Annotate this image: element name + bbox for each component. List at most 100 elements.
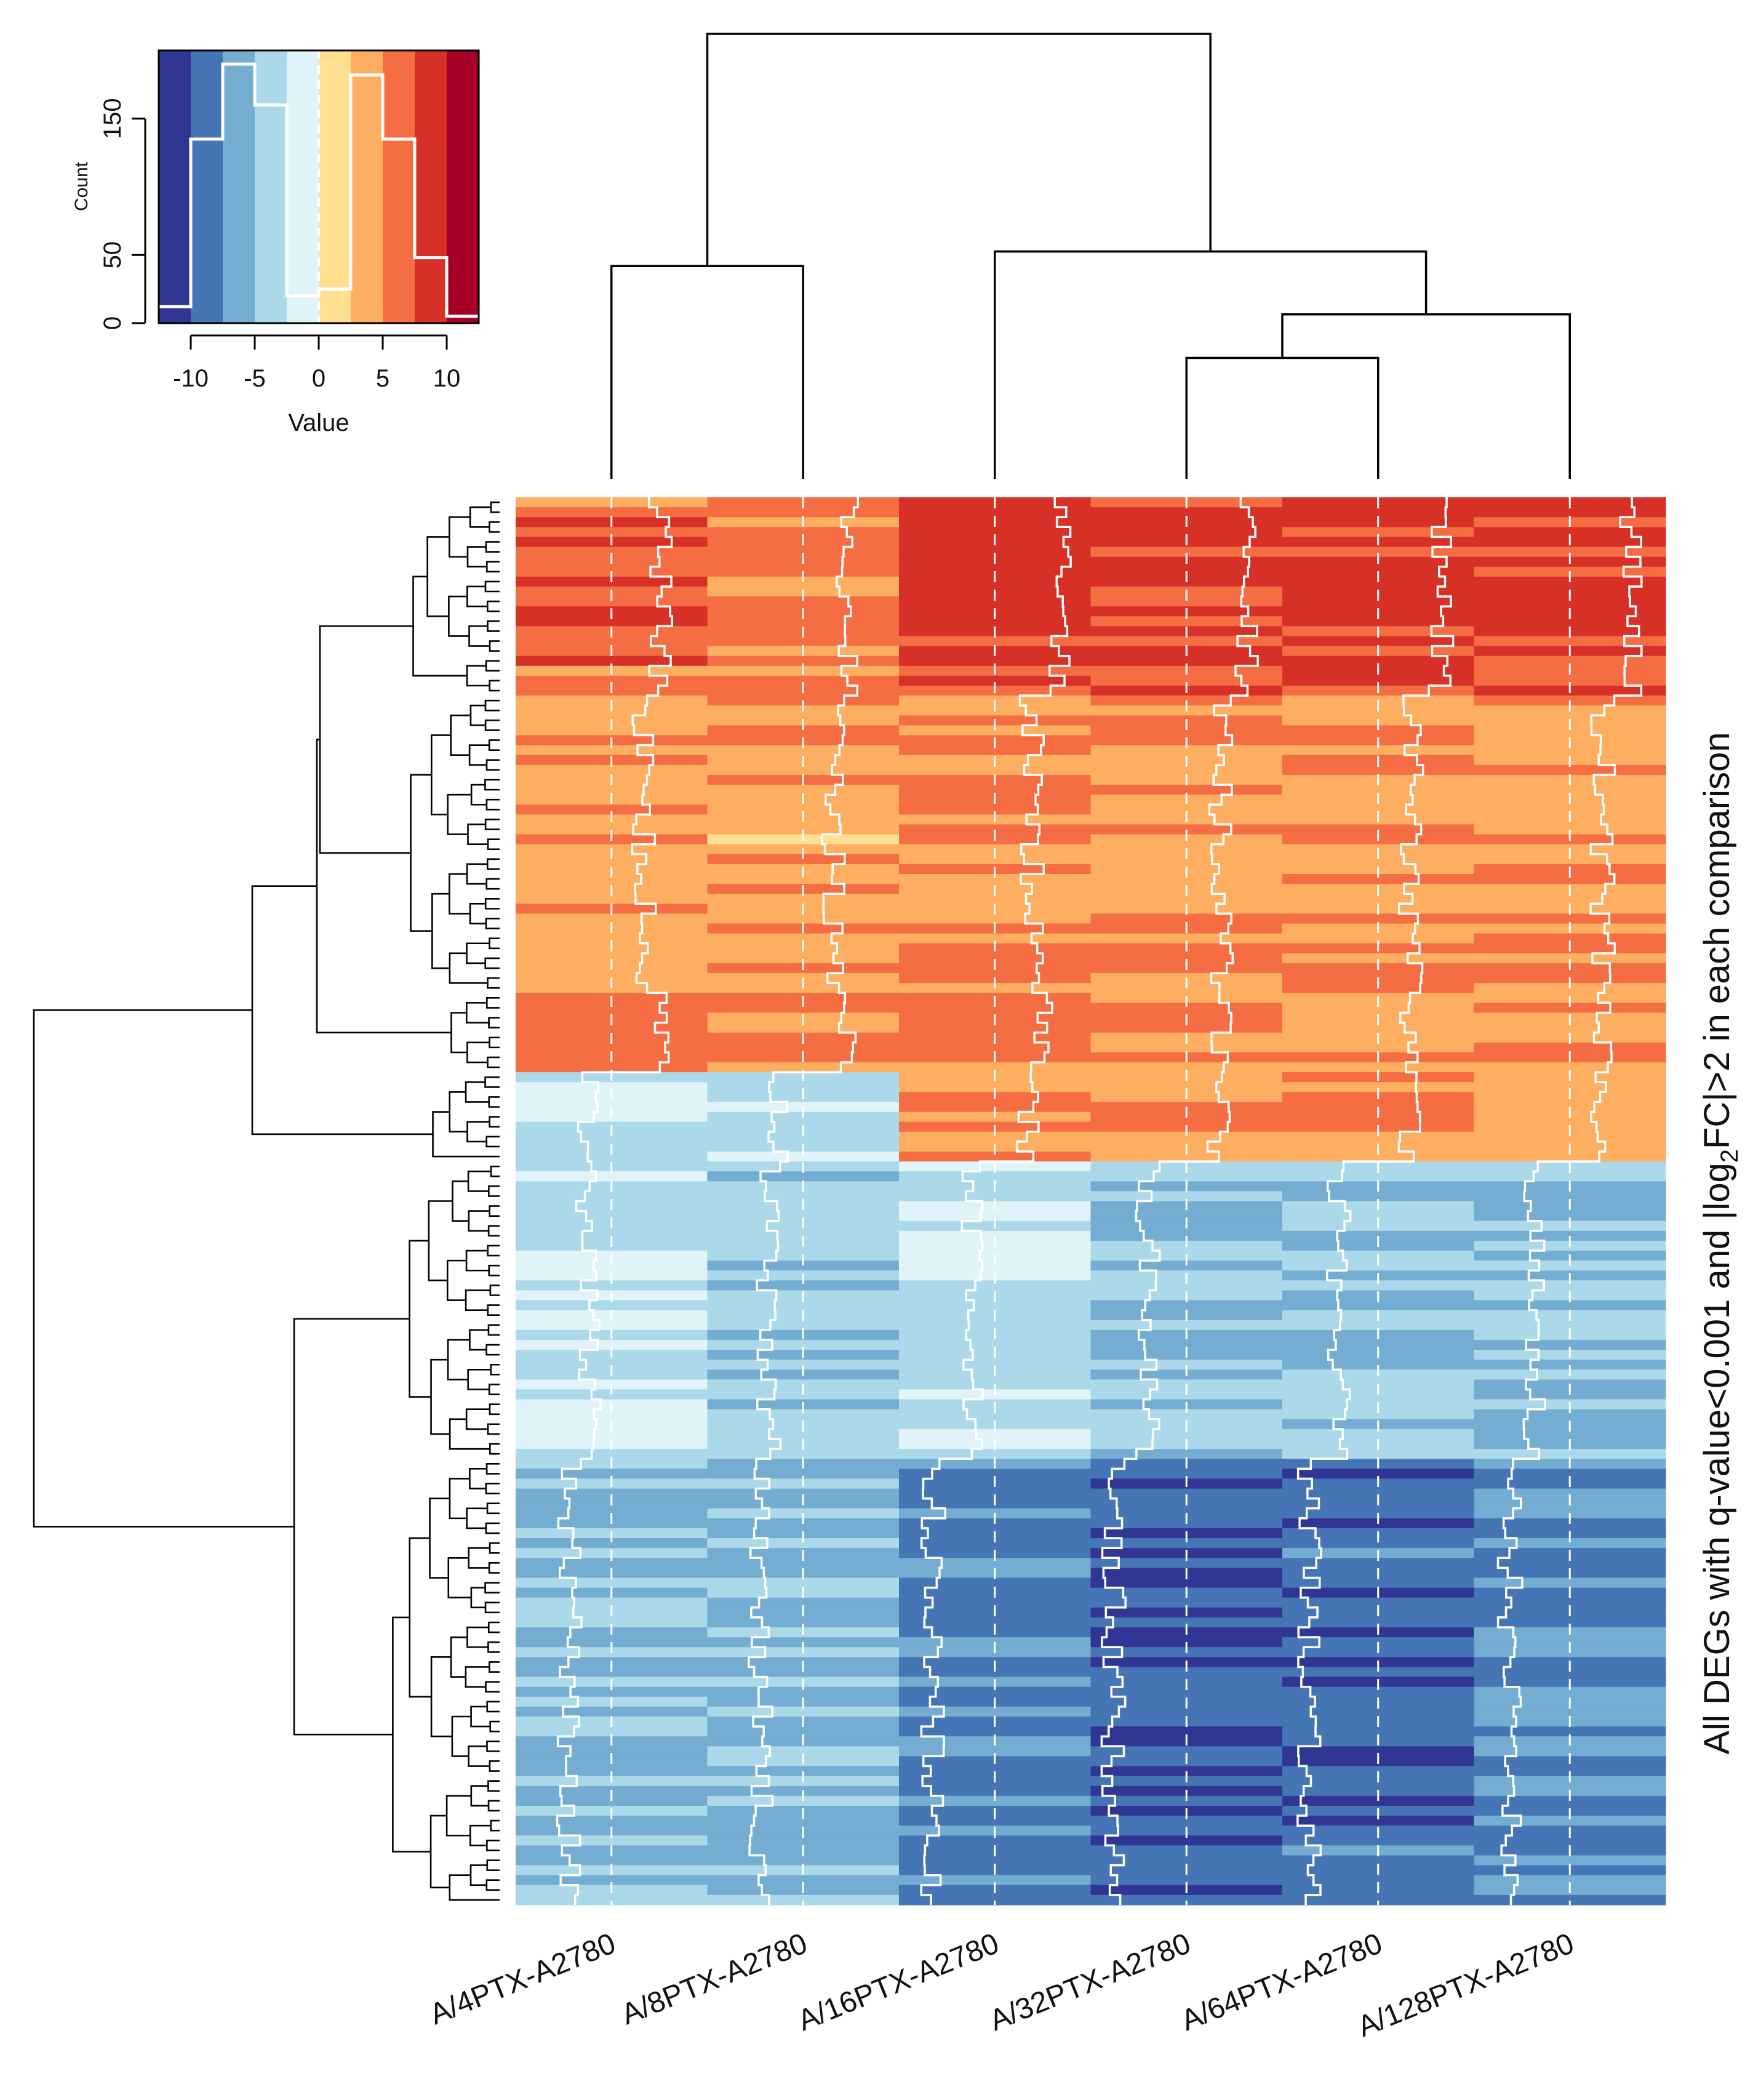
heatmap-cell [707,1597,900,1608]
heatmap-cell [707,1300,900,1311]
heatmap-cell [1474,675,1666,686]
heatmap-cell [707,1577,900,1589]
heatmap-cell [899,1003,1092,1014]
dendrogram-branch [489,521,500,533]
heatmap-cell [516,1875,708,1886]
heatmap-cell [707,785,900,795]
dendrogram-branch [484,719,500,731]
heatmap-cell [1282,1042,1475,1053]
heatmap-cell [899,1042,1092,1053]
heatmap-cell [516,547,708,558]
dendrogram-branch [487,1621,500,1633]
heatmap-cell [707,953,900,964]
heatmap-cell [516,1894,708,1906]
dendrogram-branch [484,580,500,593]
heatmap-cell [899,1894,1092,1906]
heatmap-cell [1282,1191,1475,1202]
color-key-y-axis: 0 50 150 [99,98,146,330]
heatmap-cell [1474,655,1666,667]
heatmap-cell [1474,1022,1666,1033]
heatmap-cell [899,1360,1092,1370]
heatmap-cell [516,1449,708,1459]
heatmap-cell [516,1795,708,1806]
dendrogram-branch [486,1740,500,1752]
trace-line [1100,497,1259,1905]
heatmap-cell [1474,1597,1666,1608]
heatmap-cell [516,745,708,756]
heatmap-cell [1090,547,1283,558]
dendrogram-branch [485,1522,500,1534]
heatmap-cell [516,1726,708,1737]
heatmap-cell [707,1191,900,1202]
heatmap-cell [1474,745,1666,756]
heatmap-cell [707,1260,900,1271]
heatmap-cell [516,1409,708,1420]
heatmap-cell [1474,1171,1666,1182]
dendrogram-branch [489,1116,500,1128]
color-key-band [287,50,319,323]
heatmap-cell [1090,596,1283,607]
heatmap-cell [516,1339,708,1350]
heatmap-cell [1282,933,1475,944]
dendrogram-branch [488,1384,500,1395]
dendrogram-branch [487,600,500,612]
dendrogram-branch [469,1824,491,1846]
heatmap-cell [1282,675,1475,686]
heatmap-cell [707,596,900,607]
heatmap-cell [1474,1280,1666,1291]
dendrogram-branch [1185,356,1380,479]
dendrogram-branch [468,744,490,766]
heatmap-cell [1282,1469,1475,1480]
dendrogram-branch [466,1041,490,1064]
heatmap-cell [707,1409,900,1420]
dendrogram-branch [490,1165,500,1177]
heatmap-cell [1474,894,1666,904]
heatmap-cell [1090,1300,1283,1311]
heatmap-cell [899,1409,1092,1420]
heatmap-cell [1474,1558,1666,1569]
heatmap-cell [1474,616,1666,627]
heatmap-cell [1282,874,1475,884]
heatmap-cell [899,1429,1092,1440]
heatmap-cell [899,1667,1092,1678]
heatmap-cell [1474,1686,1666,1697]
dendrogram-branch [487,1800,500,1812]
heatmap-cell [516,933,708,944]
heatmap-cell [516,675,708,686]
heatmap-cell [899,1082,1092,1092]
dendrogram-branch [465,1289,490,1311]
dendrogram-branch [449,952,488,984]
heatmap-cell [1090,507,1283,518]
dendrogram-branch [466,546,487,568]
dendrogram-branch [484,1582,500,1593]
heatmap-cell [899,874,1092,884]
heatmap-cell [899,1022,1092,1033]
dendrogram-branch [490,1819,500,1832]
heatmap-cell [516,854,708,865]
heatmap-cell [899,507,1092,518]
heatmap-cell [1474,1409,1666,1420]
dendrogram-branch [429,1497,450,1579]
dendrogram-branch [465,1666,490,1688]
dendrogram-branch [484,779,500,791]
heatmap-cell [1282,547,1475,558]
dendrogram-branch [486,858,500,870]
heatmap-cell [516,1082,708,1092]
color-key-band [415,50,447,323]
dendrogram-branch [489,1403,500,1416]
dendrogram-branch [466,585,488,607]
color-key-x-tick-label: 5 [376,365,389,392]
heatmap-cell [1090,655,1283,667]
heatmap-cell [516,1022,708,1033]
heatmap-cell [1090,854,1283,865]
heatmap-cell [1090,913,1283,924]
column-label: A/16PTX-A2780 [793,1927,1003,2037]
heatmap-cell [516,824,708,835]
column-labels: A/4PTX-A2780A/8PTX-A2780A/16PTX-A2780A/3… [425,1927,1578,2043]
heatmap-cell [899,1855,1092,1866]
color-key-band [319,50,351,323]
dendrogram-branch [487,1423,500,1435]
heatmap-cell [707,725,900,736]
trace-line [1296,497,1455,1905]
heatmap-cell [899,616,1092,627]
